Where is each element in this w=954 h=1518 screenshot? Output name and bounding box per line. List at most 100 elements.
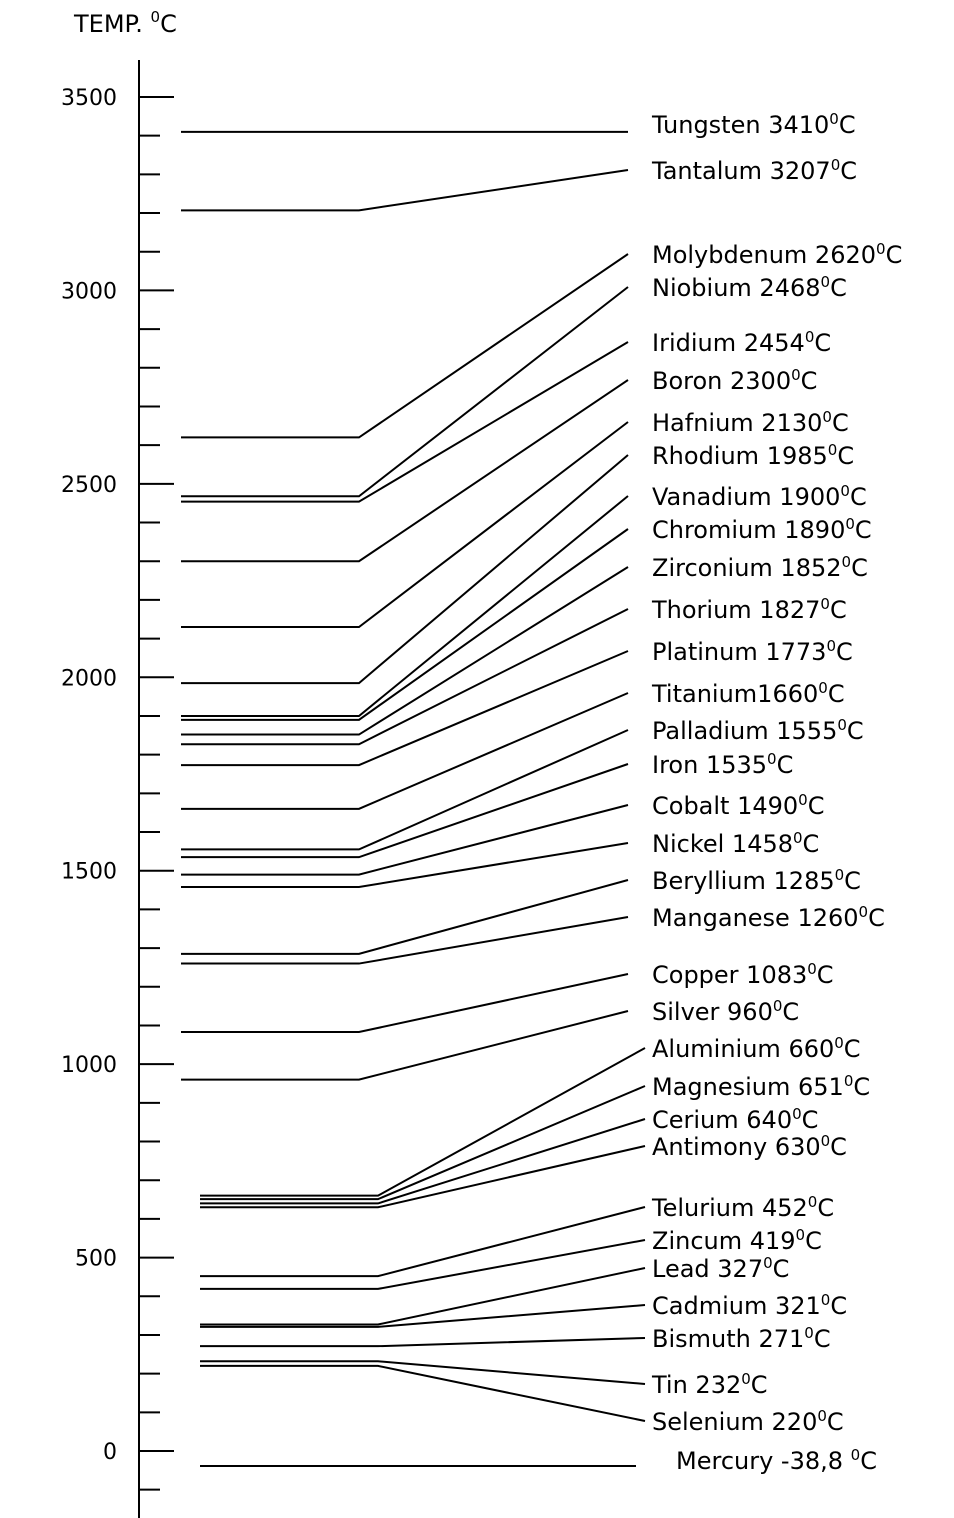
- series-label-zincum-degree: 0: [796, 1226, 806, 1244]
- y-tick-label: 3500: [61, 86, 117, 111]
- chart-title: TEMP. 0C: [73, 8, 177, 38]
- series-label-tungsten: Tungsten 34100C: [651, 110, 856, 139]
- series-label-tin-text: Tin 232: [651, 1371, 741, 1399]
- series-label-chromium-unit: C: [855, 516, 872, 544]
- series-label-molybdenum-unit: C: [886, 241, 903, 269]
- series-label-palladium-text: Palladium 1555: [652, 717, 837, 745]
- series-line-iron: [181, 763, 629, 859]
- series-label-tin: Tin 2320C: [651, 1370, 768, 1399]
- series-line-platinum: [181, 650, 629, 767]
- series-label-zincum-text: Zincum 419: [652, 1227, 796, 1255]
- series-line-aluminium: [200, 1047, 646, 1197]
- series-label-manganese-text: Manganese 1260: [652, 904, 859, 932]
- series-label-iridium-text: Iridium 2454: [652, 329, 805, 357]
- series-label-antimony-text: Antimony 630: [652, 1133, 821, 1161]
- series-label-chromium-text: Chromium 1890: [652, 516, 845, 544]
- series-label-rhodium-text: Rhodium 1985: [652, 442, 828, 470]
- series-label-thorium-degree: 0: [820, 595, 830, 613]
- series-label-telurium: Telurium 4520C: [651, 1193, 834, 1222]
- series-label-silver-unit: C: [782, 998, 799, 1026]
- y-axis-ticks: 0 500 1000 1500 2000 2500 3000 3500: [61, 86, 174, 1491]
- series-label-antimony-degree: 0: [821, 1132, 831, 1150]
- series-line-antimony: [200, 1145, 646, 1209]
- y-tick-label: 1000: [61, 1053, 117, 1078]
- series-label-beryllium: Beryllium 12850C: [652, 866, 861, 895]
- chart-title-unit: C: [160, 10, 177, 38]
- series-line-titanium: [181, 692, 629, 810]
- series-label-antimony: Antimony 6300C: [652, 1132, 847, 1161]
- series-label-cobalt-degree: 0: [798, 791, 808, 809]
- series-label-tantalum: Tantalum 32070C: [651, 156, 857, 185]
- series-label-manganese: Manganese 12600C: [652, 903, 885, 932]
- series-label-cobalt-unit: C: [808, 792, 825, 820]
- series-label-beryllium-unit: C: [844, 867, 861, 895]
- series-label-zincum: Zincum 4190C: [652, 1226, 822, 1255]
- y-tick-label: 2500: [61, 473, 117, 498]
- series-line-tin: [200, 1360, 646, 1385]
- series-label-lead-unit: C: [773, 1255, 790, 1283]
- series-label-copper-text: Copper 1083: [652, 961, 807, 989]
- series-label-silver-text: Silver 960: [652, 998, 773, 1026]
- series-line-cadmium: [200, 1304, 646, 1328]
- series-label-lead-text: Lead 327: [652, 1255, 763, 1283]
- series-line-lead: [200, 1267, 646, 1326]
- series-line-vanadium: [181, 495, 629, 717]
- series-label-titanium: Titanium16600C: [651, 679, 845, 708]
- series-label-selenium-degree: 0: [817, 1407, 827, 1425]
- series-label-manganese-degree: 0: [859, 903, 869, 921]
- series-label-telurium-degree: 0: [808, 1193, 818, 1211]
- series-label-iridium: Iridium 24540C: [652, 328, 831, 357]
- series-label-hafnium: Hafnium 21300C: [652, 408, 849, 437]
- series-label-telurium-text: Telurium 452: [651, 1194, 808, 1222]
- series-line-molybdenum: [181, 253, 629, 439]
- series-line-hafnium: [181, 421, 629, 628]
- series-label-palladium-degree: 0: [837, 716, 847, 734]
- series-label-cerium-text: Cerium 640: [652, 1106, 792, 1134]
- series-line-rhodium: [181, 454, 629, 685]
- series-label-hafnium-text: Hafnium 2130: [652, 409, 822, 437]
- series-line-iridium: [181, 341, 629, 503]
- series-label-titanium-unit: C: [828, 680, 845, 708]
- series-label-cobalt: Cobalt 14900C: [652, 791, 824, 820]
- series-label-manganese-unit: C: [868, 904, 885, 932]
- series-label-cerium-degree: 0: [792, 1105, 802, 1123]
- series-label-beryllium-degree: 0: [835, 866, 845, 884]
- series-label-hafnium-degree: 0: [822, 408, 832, 426]
- series-lines: [181, 130, 646, 1468]
- series-label-boron-degree: 0: [791, 366, 801, 384]
- series-label-tungsten-unit: C: [839, 111, 856, 139]
- series-line-cobalt: [181, 804, 629, 876]
- series-label-iron-text: Iron 1535: [652, 751, 767, 779]
- series-label-cadmium-unit: C: [830, 1292, 847, 1320]
- series-label-iron: Iron 15350C: [652, 750, 793, 779]
- series-label-antimony-unit: C: [830, 1133, 847, 1161]
- series-label-boron-unit: C: [801, 367, 818, 395]
- series-line-zirconium: [181, 566, 629, 736]
- series-label-rhodium-degree: 0: [828, 441, 838, 459]
- series-label-rhodium-unit: C: [837, 442, 854, 470]
- series-label-tungsten-text: Tungsten 3410: [651, 111, 829, 139]
- series-line-tantalum: [181, 169, 629, 212]
- y-tick-label: 3000: [61, 279, 117, 304]
- series-line-palladium: [181, 729, 629, 851]
- series-line-nickel: [181, 842, 629, 888]
- series-label-molybdenum-degree: 0: [876, 240, 886, 258]
- series-label-cerium-unit: C: [802, 1106, 819, 1134]
- series-label-silver-degree: 0: [773, 997, 783, 1015]
- series-label-cadmium: Cadmium 3210C: [652, 1291, 847, 1320]
- series-label-niobium-unit: C: [830, 274, 847, 302]
- series-label-tungsten-degree: 0: [829, 110, 839, 128]
- series-label-lead: Lead 3270C: [652, 1254, 789, 1283]
- series-label-tantalum-degree: 0: [831, 156, 841, 174]
- series-label-mercury-degree: 0: [851, 1446, 861, 1464]
- series-label-cerium: Cerium 6400C: [652, 1105, 818, 1134]
- series-label-molybdenum-text: Molybdenum 2620: [652, 241, 876, 269]
- series-label-cadmium-text: Cadmium 321: [652, 1292, 821, 1320]
- series-line-zincum: [200, 1239, 646, 1290]
- series-label-platinum-text: Platinum 1773: [652, 638, 826, 666]
- series-line-silver: [181, 1010, 629, 1081]
- series-label-cadmium-degree: 0: [821, 1291, 831, 1309]
- series-label-chromium: Chromium 18900C: [652, 515, 872, 544]
- series-label-niobium-degree: 0: [821, 273, 831, 291]
